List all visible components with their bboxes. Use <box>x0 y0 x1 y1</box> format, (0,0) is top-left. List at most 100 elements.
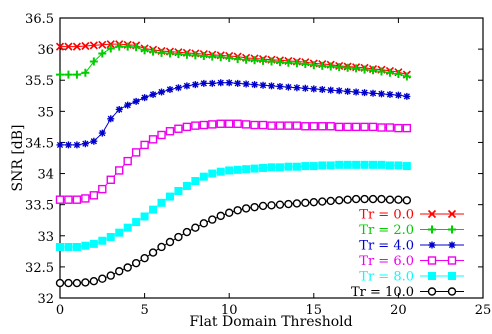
data-point <box>360 122 369 132</box>
legend-marker <box>427 287 437 296</box>
series-line <box>60 43 408 76</box>
data-point <box>182 227 192 237</box>
data-point <box>242 55 251 64</box>
series-line <box>60 198 407 284</box>
data-point <box>199 51 208 60</box>
data-point <box>89 239 98 248</box>
legend-marker <box>427 256 437 265</box>
data-point <box>369 89 377 97</box>
data-point <box>56 141 64 149</box>
series-5 <box>55 194 412 288</box>
data-point <box>233 165 242 174</box>
legend-marker <box>448 241 456 249</box>
data-point <box>64 70 73 79</box>
data-point <box>124 101 132 109</box>
y-tick-label: 36.5 <box>25 12 54 27</box>
x-tick-label: 0 <box>56 303 64 318</box>
data-point <box>115 166 124 175</box>
legend-entry: Tr = 4.0 <box>359 239 464 254</box>
series-0 <box>55 40 411 79</box>
data-point <box>385 123 395 132</box>
data-point <box>335 160 344 169</box>
data-point <box>56 242 64 251</box>
data-point <box>343 195 352 204</box>
data-point <box>89 277 99 286</box>
legend-marker <box>447 287 457 296</box>
data-point <box>275 58 284 67</box>
data-point <box>301 198 310 208</box>
data-point <box>344 87 352 95</box>
data-point <box>208 215 217 224</box>
axis-ticks: 0 5 10 15 20 25 32 32.5 33 33.5 34 34.5 35 35.5 36 36.5 <box>25 12 491 318</box>
data-point <box>98 129 106 137</box>
data-point <box>385 68 394 77</box>
data-point <box>233 55 242 64</box>
data-point <box>259 163 268 172</box>
data-point <box>368 194 378 204</box>
legend-entry: Tr = 8.0 <box>359 270 464 285</box>
data-point <box>106 233 115 242</box>
data-point <box>343 160 352 169</box>
y-tick-label: 35.5 <box>25 74 54 89</box>
data-point <box>141 94 149 102</box>
data-point <box>377 90 385 98</box>
data-point <box>115 267 124 276</box>
data-point <box>106 175 115 184</box>
data-point <box>89 191 99 200</box>
data-point <box>402 72 411 81</box>
series-1 <box>56 42 411 81</box>
data-point <box>385 161 394 170</box>
data-point <box>132 218 141 227</box>
data-point <box>326 161 335 170</box>
data-point <box>351 194 361 204</box>
data-point <box>98 40 107 49</box>
legend-marker <box>427 209 437 219</box>
data-point <box>199 120 209 130</box>
data-point <box>394 195 403 204</box>
data-point <box>301 162 310 171</box>
data-point <box>259 81 267 89</box>
data-point <box>234 79 242 87</box>
data-point <box>89 57 98 66</box>
data-point <box>326 122 335 131</box>
data-point <box>335 63 344 72</box>
data-point <box>64 242 73 251</box>
data-point <box>267 57 276 66</box>
data-point <box>131 258 141 268</box>
data-point <box>352 88 360 96</box>
data-point <box>284 58 293 67</box>
data-point <box>174 124 183 133</box>
data-point <box>394 123 403 133</box>
data-point <box>140 212 149 221</box>
data-point <box>216 119 225 128</box>
data-point <box>98 236 107 245</box>
data-point <box>275 121 285 130</box>
data-point <box>377 67 386 76</box>
data-point <box>360 194 369 204</box>
data-point <box>148 248 158 257</box>
data-point <box>402 162 411 171</box>
data-point <box>241 204 251 213</box>
data-point <box>301 60 310 69</box>
data-point <box>64 42 73 51</box>
data-point <box>131 148 141 157</box>
data-point <box>208 52 217 61</box>
data-point <box>318 197 327 206</box>
data-point <box>360 65 369 74</box>
data-point <box>73 141 81 149</box>
data-point <box>106 271 115 280</box>
data-point <box>268 82 275 90</box>
legend-label: Tr = 0.0 <box>359 208 414 223</box>
data-point <box>369 160 378 169</box>
data-point <box>182 182 191 190</box>
data-point <box>166 86 174 94</box>
data-point <box>258 201 268 211</box>
data-point <box>267 163 276 172</box>
data-point <box>318 122 327 131</box>
x-tick-label: 20 <box>390 303 407 318</box>
plot-frame <box>59 17 484 299</box>
legend-label: Tr = 8.0 <box>359 270 414 285</box>
data-point <box>140 46 149 55</box>
data-point <box>225 53 234 62</box>
